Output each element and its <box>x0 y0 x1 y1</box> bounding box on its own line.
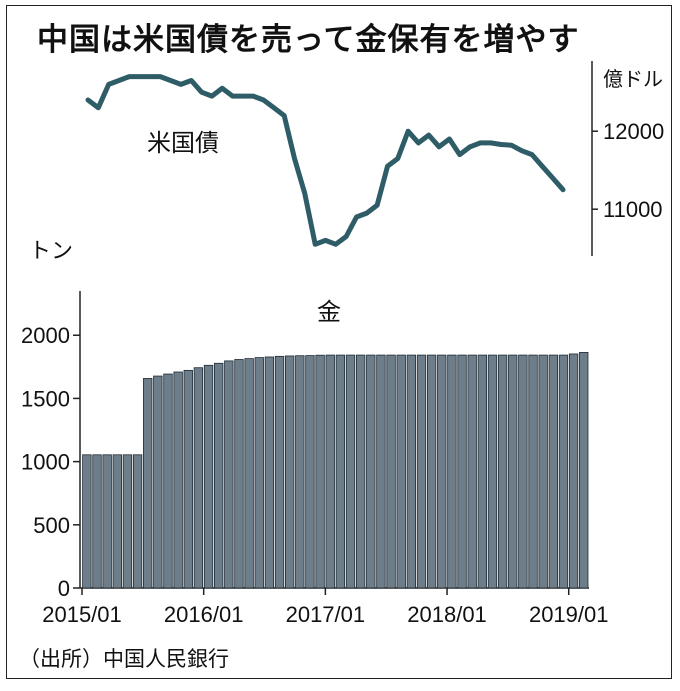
gold-bar <box>284 355 295 589</box>
gold-unit-label: トン <box>29 239 73 264</box>
gold-bar <box>386 354 396 589</box>
treasury-line-chart: 億ドル 米国債 12000 11000 <box>85 61 664 256</box>
treasury-y-tick-label: 11000 <box>603 197 663 222</box>
gold-y-tick-label: 0 <box>58 576 70 601</box>
gold-bar <box>366 354 376 589</box>
gold-bar <box>538 354 548 589</box>
gold-bar <box>132 454 143 589</box>
gold-bar <box>487 354 498 589</box>
chart-title: 中国は米国債を売って金保有を増やす <box>37 22 580 58</box>
gold-bar <box>153 375 163 589</box>
gold-y-tick-label: 2000 <box>21 323 70 348</box>
gold-bar <box>143 378 153 589</box>
treasury-series-line <box>85 74 566 247</box>
gold-series-label: 金 <box>317 298 341 326</box>
gold-bar <box>548 354 558 589</box>
gold-bar <box>355 354 366 589</box>
gold-x-tick-label: 2018/01 <box>407 602 487 627</box>
gold-bar <box>457 354 467 589</box>
gold-y-tick-label: 1500 <box>21 386 70 411</box>
gold-bar <box>497 354 508 589</box>
gold-bar <box>214 362 224 589</box>
treasury-y-tick-label: 12000 <box>603 119 664 144</box>
gold-bar <box>234 359 244 589</box>
gold-bar <box>224 360 234 589</box>
gold-bar <box>579 352 589 589</box>
gold-bar <box>274 355 285 589</box>
gold-bar <box>112 454 122 589</box>
chart-frame: 中国は米国債を売って金保有を増やす 億ドル 米国債 12000 11000 トン … <box>6 5 672 679</box>
chart-svg: 億ドル 米国債 12000 11000 トン 金 0 500 1000 1500 2000… <box>21 61 664 627</box>
gold-bar <box>315 354 325 589</box>
gold-bar <box>447 354 457 589</box>
gold-bar <box>508 354 518 589</box>
gold-bar <box>183 369 193 589</box>
gold-bar <box>416 354 427 589</box>
gold-bar <box>264 356 275 589</box>
gold-bar <box>254 357 264 589</box>
gold-bar <box>568 353 579 589</box>
gold-y-tick-label: 1000 <box>21 450 70 475</box>
gold-bar <box>325 354 335 589</box>
gold-bar <box>467 354 477 589</box>
treasury-series-label: 米国債 <box>147 129 219 157</box>
gold-bar <box>163 373 173 589</box>
gold-bar <box>437 354 447 589</box>
gold-bar <box>406 354 417 589</box>
gold-bar <box>92 454 102 589</box>
gold-x-tick-label: 2017/01 <box>286 602 366 627</box>
gold-bar <box>244 358 254 589</box>
gold-bar <box>376 354 386 589</box>
gold-bar <box>82 454 92 589</box>
gold-bar <box>295 355 305 589</box>
gold-bar <box>558 354 569 589</box>
gold-bar <box>426 354 437 589</box>
gold-bar <box>345 354 356 589</box>
gold-bar <box>193 367 204 589</box>
source-note: （出所）中国人民銀行 <box>19 647 229 671</box>
gold-bar <box>528 354 538 589</box>
gold-bar-chart: トン 金 0 500 1000 1500 2000 2015/01 2016/01 2017… <box>21 239 608 627</box>
gold-bar <box>102 454 112 589</box>
gold-bar <box>305 355 315 589</box>
gold-x-tick-label: 2019/01 <box>529 602 609 627</box>
gold-x-tick-label: 2016/01 <box>164 602 244 627</box>
gold-bar <box>518 354 528 589</box>
gold-bar <box>173 371 183 589</box>
gold-bar <box>203 364 214 589</box>
gold-bar <box>477 354 487 589</box>
gold-bar <box>122 454 133 589</box>
gold-bar <box>335 354 346 589</box>
gold-y-tick-label: 500 <box>33 513 70 538</box>
treasury-unit-label: 億ドル <box>603 67 663 91</box>
gold-bar <box>396 354 406 589</box>
gold-x-tick-label: 2015/01 <box>42 602 122 627</box>
